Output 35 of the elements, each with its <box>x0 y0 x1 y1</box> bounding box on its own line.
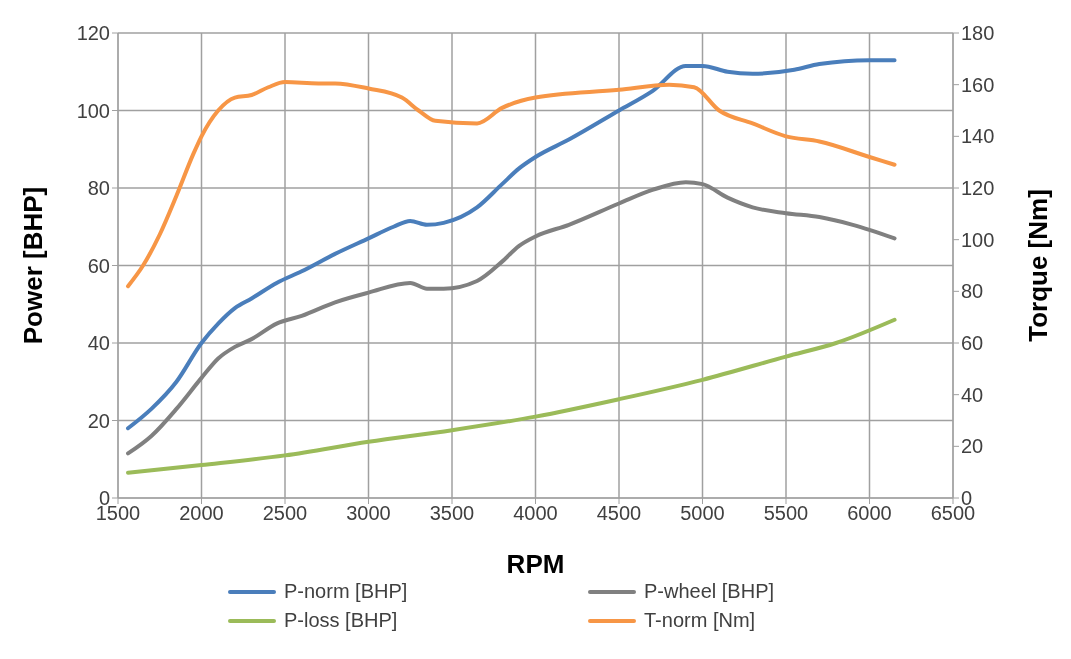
y-axis-title: Power [BHP] <box>18 186 49 345</box>
x-axis-title: RPM <box>506 549 565 579</box>
y2-tick-label: 140 <box>961 125 995 148</box>
x-tick-label: 4000 <box>513 502 558 525</box>
x-tick-label: 6000 <box>847 502 892 525</box>
x-tick-label: 2000 <box>179 502 224 525</box>
y2-tick-label: 40 <box>961 383 984 406</box>
legend-label: P-loss [BHP] <box>284 609 398 632</box>
x-tick-label: 5500 <box>763 502 809 525</box>
line-series <box>126 180 897 456</box>
y2-tick-label: 180 <box>961 22 995 45</box>
y-tick-label: 80 <box>87 177 110 200</box>
y-tick-label: 40 <box>87 332 110 355</box>
y-tick-label: 120 <box>76 22 110 45</box>
y2-tick-label: 60 <box>961 332 984 355</box>
legend-label: P-wheel [BHP] <box>644 580 775 603</box>
x-tick-label: 4500 <box>596 502 642 525</box>
line-series <box>126 80 897 289</box>
x-tick-label: 2500 <box>262 502 308 525</box>
y-tick-label: 60 <box>87 254 110 277</box>
y2-tick-label: 120 <box>961 177 995 200</box>
x-tick-label: 5000 <box>680 502 725 525</box>
legend-label: P-norm [BHP] <box>284 580 408 603</box>
line-series <box>126 58 897 431</box>
y-tick-label: 20 <box>87 409 110 432</box>
y2-tick-label: 80 <box>961 280 984 303</box>
x-tick-label: 3000 <box>346 502 391 525</box>
line-series <box>126 317 897 475</box>
y-tick-label: 100 <box>76 99 110 122</box>
legend-label: T-norm [Nm] <box>644 609 756 632</box>
y2-tick-label: 160 <box>961 73 995 96</box>
x-tick-label: 3500 <box>429 502 475 525</box>
y2-axis-title: Torque [Nm] <box>1023 189 1054 342</box>
y2-tick-label: 100 <box>961 228 995 251</box>
y2-tick-label: 20 <box>961 435 984 458</box>
